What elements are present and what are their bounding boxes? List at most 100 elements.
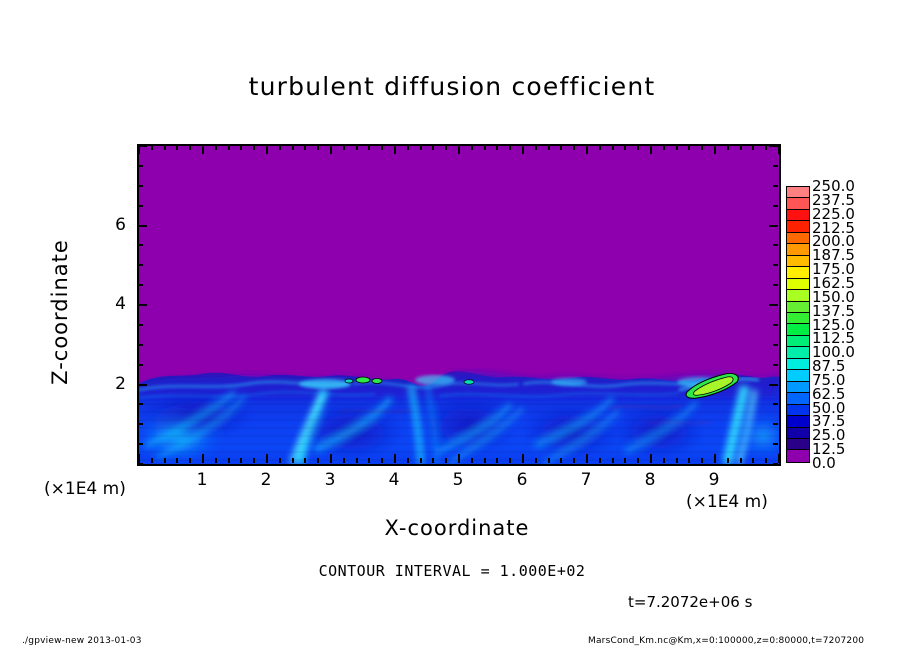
x-axis-tick (714, 145, 716, 154)
colorbar-band (787, 358, 809, 371)
x-axis-tick (228, 145, 230, 150)
contour-interval-label: CONTOUR INTERVAL = 1.000E+02 (318, 562, 586, 580)
y-axis-title: Z-coordinate (48, 239, 72, 385)
x-axis-tick (228, 458, 230, 463)
x-axis-tick (176, 458, 178, 463)
x-axis-tick (650, 145, 652, 154)
y-axis-tick (769, 145, 778, 147)
x-axis-tick (240, 458, 242, 463)
x-axis-tick (458, 454, 460, 463)
colorbar-band (787, 335, 809, 348)
colorbar-band (787, 370, 809, 382)
x-axis-tick (317, 145, 319, 150)
x-axis-tick (548, 458, 550, 463)
y-axis-tick (138, 264, 143, 266)
x-axis-tick (266, 454, 268, 463)
x-tick-label: 2 (260, 470, 272, 490)
x-axis-tick (676, 458, 678, 463)
x-axis-tick (394, 454, 396, 463)
x-tick-label: 6 (516, 470, 528, 490)
y-axis-tick (138, 384, 147, 386)
y-axis-tick (138, 463, 143, 465)
y-axis-tick (138, 423, 143, 425)
x-axis-tick (727, 145, 729, 150)
colorbar-tick-label: 25.0 (812, 426, 846, 445)
x-axis-tick (599, 458, 601, 463)
x-axis-title: X-coordinate (384, 516, 530, 540)
x-axis-tick (215, 145, 217, 150)
x-axis-tick (663, 145, 665, 150)
x-axis-tick (496, 458, 498, 463)
x-axis-tick (189, 145, 191, 150)
bl-top-feather (139, 371, 779, 398)
x-axis-tick (778, 145, 780, 154)
y-axis-tick (138, 364, 143, 366)
x-axis-tick (356, 458, 358, 463)
x-axis-tick (189, 458, 191, 463)
x-axis-tick (586, 145, 588, 154)
x-axis-tick (535, 145, 537, 150)
x-axis-tick (317, 458, 319, 463)
x-axis-tick (279, 458, 281, 463)
colorbar-band (787, 278, 809, 291)
x-axis-tick (484, 458, 486, 463)
y-axis-tick (769, 225, 778, 227)
x-axis-tick (304, 458, 306, 463)
colorbar[interactable] (786, 186, 810, 463)
contour-field (139, 146, 779, 464)
x-axis-tick (522, 145, 524, 154)
x-axis-tick (215, 458, 217, 463)
colorbar-tick-label: 75.0 (812, 370, 846, 389)
colorbar-band (787, 427, 809, 439)
colorbar-tick-label: 125.0 (812, 315, 855, 334)
x-axis-tick (522, 454, 524, 463)
x-axis-tick (381, 458, 383, 463)
y-axis-tick (138, 165, 143, 167)
colorbar-tick-label: 237.5 (812, 190, 855, 209)
x-axis-tick (765, 458, 767, 463)
colorbar-tick-label: 187.5 (812, 246, 855, 265)
x-axis-tick (624, 145, 626, 150)
x-axis-tick (676, 145, 678, 150)
x-axis-tick (637, 145, 639, 150)
colorbar-tick-label: 12.5 (812, 440, 846, 459)
colorbar-band (787, 290, 809, 302)
colorbar-tick-label: 250.0 (812, 177, 855, 195)
x-axis-tick (752, 145, 754, 150)
x-axis-tick (432, 145, 434, 150)
y-axis-tick (773, 284, 778, 286)
x-axis-tick (637, 458, 639, 463)
colorbar-tick-label: 137.5 (812, 301, 855, 320)
x-axis-tick (138, 145, 140, 154)
x-axis-tick (151, 458, 153, 463)
y-axis-tick (773, 244, 778, 246)
x-axis-tick (509, 458, 511, 463)
colorbar-tick-label: 175.0 (812, 260, 855, 279)
y-axis-tick (138, 145, 147, 147)
colorbar-tick-label: 50.0 (812, 398, 846, 417)
y-axis-tick (773, 443, 778, 445)
footer-left-label: ./gpview-new 2013-01-03 (22, 636, 142, 646)
x-axis-tick (253, 458, 255, 463)
x-axis-tick (560, 458, 562, 463)
colorbar-band (787, 381, 809, 394)
y-axis-tick (773, 185, 778, 187)
x-axis-tick (202, 454, 204, 463)
faint-filaments (338, 405, 712, 425)
x-axis-tick (356, 145, 358, 150)
colorbar-band (787, 221, 809, 233)
colorbar-band (787, 232, 809, 245)
x-axis-tick (650, 454, 652, 463)
x-axis-tick (471, 458, 473, 463)
colorbar-tick-labels: 250.0 237.5 225.0 212.5 200.0 187.5 175.0 162.5… (812, 179, 892, 471)
x-units-left-label: (×1E4 m) (44, 479, 126, 499)
y-axis-tick (138, 403, 143, 405)
contour-plot-area[interactable] (137, 144, 781, 466)
y-tick-label: 4 (115, 294, 126, 314)
colorbar-tick-label: 62.5 (812, 384, 846, 403)
x-tick-label: 3 (324, 470, 336, 490)
x-axis-tick (560, 145, 562, 150)
x-axis-tick (240, 145, 242, 150)
y-axis-tick (138, 324, 143, 326)
colorbar-tick-label: 112.5 (812, 329, 855, 348)
